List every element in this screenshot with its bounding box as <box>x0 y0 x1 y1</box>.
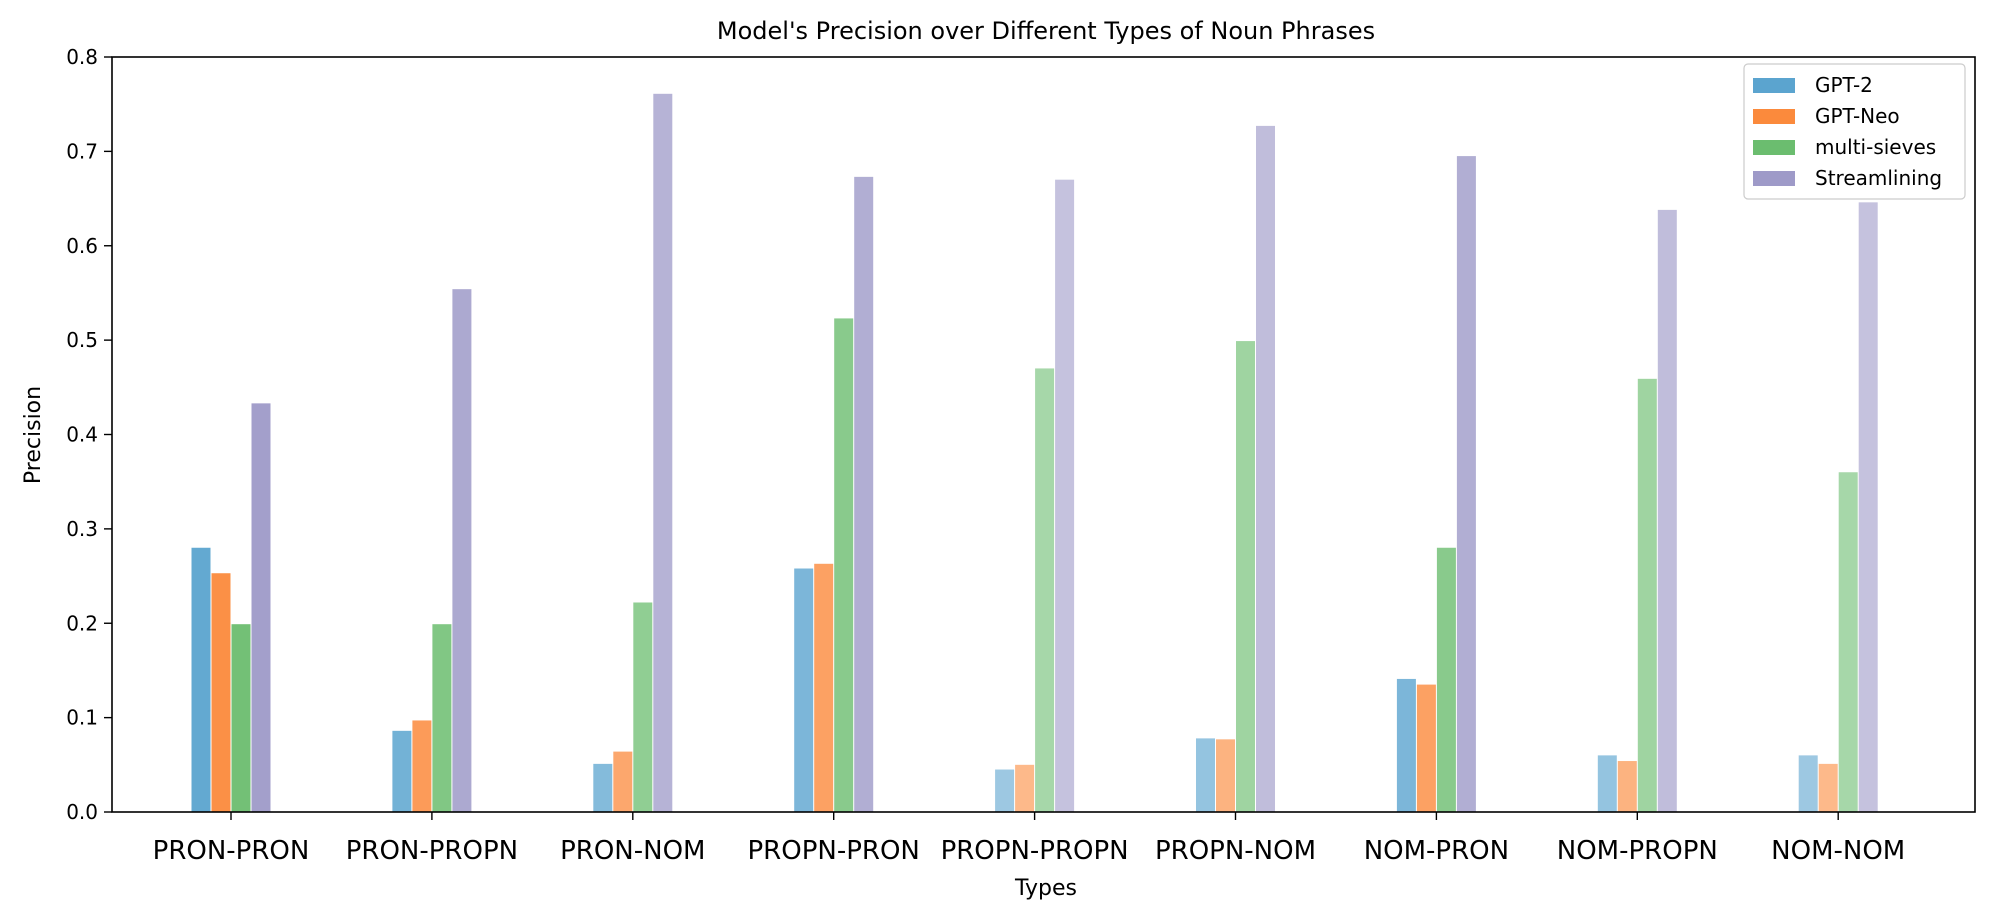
bar-gpt-2-nom-nom <box>1798 755 1818 812</box>
bar-multi-sieves-propn-nom <box>1236 341 1255 812</box>
bar-streamlining-pron-propn <box>452 289 472 813</box>
y-axis-label: Precision <box>21 386 46 484</box>
bar-gpt-2-propn-propn <box>995 769 1015 812</box>
x-tick-label: NOM-PROPN <box>1557 836 1718 866</box>
bar-gpt-neo-pron-propn <box>412 720 432 812</box>
bar-gpt-2-nom-propn <box>1597 755 1617 812</box>
bar-gpt-neo-propn-propn <box>1015 764 1035 812</box>
legend-label: Streamlining <box>1815 166 1942 190</box>
plot-area <box>191 93 1878 813</box>
bar-gpt-2-nom-pron <box>1396 678 1416 812</box>
bar-gpt-2-pron-pron <box>191 547 211 812</box>
bar-streamlining-pron-pron <box>251 403 271 812</box>
bar-multi-sieves-pron-pron <box>231 624 251 812</box>
bar-streamlining-propn-nom <box>1256 125 1275 813</box>
bar-multi-sieves-pron-nom <box>633 602 653 812</box>
y-tick-label: 0.5 <box>66 328 98 352</box>
x-tick-label: PROPN-PROPN <box>941 836 1129 866</box>
bar-multi-sieves-propn-pron <box>834 318 854 812</box>
y-tick-label: 0.1 <box>66 706 98 730</box>
legend-swatch <box>1753 140 1795 155</box>
chart-title: Model's Precision over Different Types o… <box>717 17 1375 45</box>
bar-gpt-neo-propn-nom <box>1216 739 1235 812</box>
bar-streamlining-propn-pron <box>854 176 874 812</box>
bar-gpt-neo-nom-pron <box>1416 684 1436 812</box>
x-tick-label: PRON-PRON <box>153 836 310 866</box>
bar-gpt-neo-pron-pron <box>211 573 231 812</box>
bar-multi-sieves-nom-pron <box>1436 547 1456 812</box>
bar-streamlining-propn-propn <box>1055 179 1075 812</box>
y-tick-label: 0.3 <box>66 517 98 541</box>
bar-gpt-2-pron-nom <box>593 763 613 812</box>
bar-gpt-2-propn-pron <box>794 568 814 812</box>
legend-box <box>1743 63 1966 200</box>
legend-swatch <box>1753 78 1795 93</box>
x-tick-label: PROPN-PRON <box>748 836 920 866</box>
legend: GPT-2 GPT-Neo multi-sieves Streamlining <box>1743 63 1966 200</box>
bar-multi-sieves-nom-nom <box>1838 472 1858 812</box>
bar-streamlining-pron-nom <box>653 93 673 812</box>
legend-label: multi-sieves <box>1815 135 1936 159</box>
bar-multi-sieves-pron-propn <box>432 624 452 812</box>
bar-streamlining-nom-nom <box>1858 202 1878 812</box>
y-axis: 0.0 0.1 0.2 0.3 0.4 0.5 0.6 0.7 0.8 <box>66 45 112 824</box>
x-tick-label: NOM-PRON <box>1364 836 1509 866</box>
legend-label: GPT-2 <box>1815 73 1873 97</box>
y-tick-label: 0.6 <box>66 234 98 258</box>
bar-gpt-neo-nom-propn <box>1617 761 1637 812</box>
bar-streamlining-nom-pron <box>1456 156 1476 812</box>
x-tick-label: PRON-PROPN <box>346 836 518 866</box>
y-tick-label: 0.7 <box>66 139 98 163</box>
legend-label: GPT-Neo <box>1815 104 1900 128</box>
bar-gpt-2-propn-nom <box>1196 738 1215 812</box>
bar-streamlining-nom-propn <box>1657 209 1677 812</box>
bar-multi-sieves-nom-propn <box>1637 378 1657 812</box>
bar-gpt-neo-nom-nom <box>1818 763 1838 812</box>
x-tick-label: PROPN-NOM <box>1155 836 1316 866</box>
x-axis-label: Types <box>1014 876 1077 901</box>
legend-swatch <box>1753 171 1795 186</box>
x-tick-label: NOM-NOM <box>1771 836 1905 866</box>
y-tick-label: 0.8 <box>66 45 98 69</box>
bar-multi-sieves-propn-propn <box>1035 368 1055 812</box>
x-axis: PRON-PRON PRON-PROPN PRON-NOM PROPN-PRON PRO… <box>153 812 1905 866</box>
legend-swatch <box>1753 109 1795 124</box>
y-tick-label: 0.4 <box>66 423 98 447</box>
x-tick-label: PRON-NOM <box>560 836 705 866</box>
bar-gpt-neo-propn-pron <box>814 563 834 812</box>
bar-gpt-2-pron-propn <box>392 730 412 812</box>
y-tick-label: 0.0 <box>66 800 98 824</box>
plot-frame <box>111 56 1976 813</box>
bar-gpt-neo-pron-nom <box>613 751 633 812</box>
y-tick-label: 0.2 <box>66 611 98 635</box>
